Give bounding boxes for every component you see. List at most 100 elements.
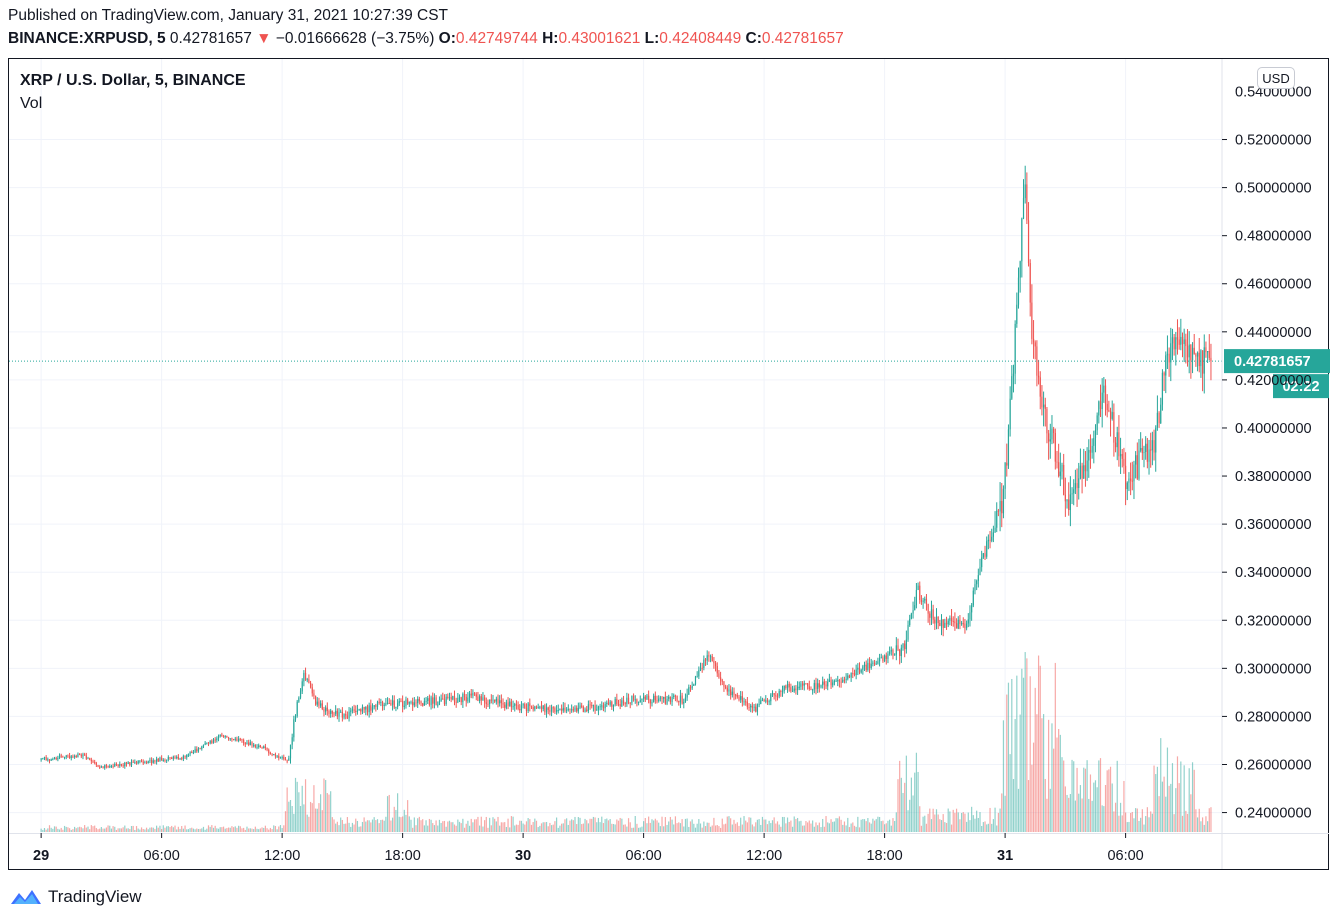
candle-body: [398, 701, 400, 704]
candle-body: [455, 701, 457, 703]
volume-bar: [1130, 812, 1132, 832]
candle-body: [132, 761, 134, 763]
candle-body: [783, 685, 785, 691]
candle-body: [944, 622, 946, 628]
candle-body: [345, 714, 347, 716]
volume-bar: [619, 817, 621, 832]
candle-body: [632, 695, 635, 700]
candle-body: [664, 696, 666, 704]
volume-bar: [857, 816, 859, 832]
volume-bar: [981, 825, 983, 832]
volume-bar: [132, 825, 134, 832]
volume-bar: [534, 818, 536, 832]
volume-bar: [1210, 807, 1212, 832]
candle-body: [442, 698, 444, 700]
volume-bar: [1051, 723, 1053, 832]
volume-bar: [386, 796, 389, 832]
volume-bar: [984, 821, 986, 832]
candle-body: [1083, 465, 1085, 479]
volume-bar: [410, 819, 412, 832]
candle-body: [858, 667, 861, 673]
candle-body: [582, 707, 584, 712]
candle-body: [1106, 403, 1108, 411]
candle-body: [616, 698, 618, 705]
candle-body: [649, 699, 651, 704]
symbol-name: BINANCE:XRPUSD, 5: [8, 30, 166, 47]
candle-body: [885, 655, 887, 659]
candle-body: [109, 766, 111, 768]
candle-body: [949, 617, 951, 621]
candle-body: [77, 753, 79, 758]
volume-bar: [102, 828, 104, 832]
close-label: C:: [745, 30, 762, 47]
volume-bar: [152, 827, 154, 832]
volume-bar: [340, 817, 342, 832]
candle-body: [201, 746, 203, 749]
volume-bar: [1017, 788, 1020, 832]
candle-body: [1188, 344, 1190, 358]
volume-bar: [795, 818, 797, 832]
candle-body: [758, 703, 760, 705]
candle-body: [1093, 437, 1095, 446]
candle-body: [142, 761, 144, 764]
candle-body: [818, 683, 820, 688]
candle-body: [1089, 449, 1092, 453]
candle-body: [258, 745, 260, 747]
candle-body: [678, 700, 680, 703]
candle-body: [1180, 336, 1182, 345]
candle-body: [765, 700, 767, 702]
candle-body: [104, 765, 106, 769]
candle-body: [723, 681, 725, 687]
volume-bar: [373, 817, 375, 832]
candle-body: [271, 754, 273, 756]
candle-body: [576, 707, 578, 712]
last-price-tag-label: 0.42781657: [1234, 354, 1311, 370]
volume-bar: [925, 823, 928, 832]
volume-bar: [1151, 813, 1153, 832]
volume-bar: [281, 828, 283, 832]
candle-body: [323, 708, 325, 712]
candle-body: [555, 710, 558, 712]
candle-body: [487, 703, 489, 705]
volume-bar: [70, 829, 72, 832]
candle-body: [75, 755, 77, 758]
candle-body: [915, 590, 918, 606]
volume-bar: [796, 817, 799, 832]
candle-body: [1006, 462, 1008, 466]
volume-bar: [120, 828, 123, 832]
volume-bar: [1121, 815, 1123, 832]
candle-body: [634, 699, 636, 701]
candle-body: [596, 709, 598, 711]
volume-bar: [134, 829, 136, 832]
volume-bar: [1001, 793, 1003, 832]
candle-body: [169, 757, 171, 759]
chart-frame: [8, 58, 1329, 870]
candle-body: [939, 622, 941, 626]
candle-body: [877, 661, 879, 664]
volume-bar: [475, 819, 477, 832]
volume-bar: [678, 822, 680, 832]
candle-body: [736, 695, 738, 697]
volume-bar: [942, 814, 944, 832]
currency-button[interactable]: USD: [1257, 67, 1295, 89]
volume-bar: [949, 811, 951, 832]
candle-body: [70, 756, 72, 758]
candle-body: [222, 736, 225, 738]
candle-body: [693, 684, 695, 686]
candle-body: [1036, 346, 1038, 376]
candle-body: [393, 700, 395, 708]
volume-bar: [1178, 783, 1180, 832]
candle-body: [154, 760, 156, 762]
volume-bar: [1041, 718, 1043, 832]
candle-body: [539, 706, 541, 708]
candle-body: [480, 696, 482, 701]
candle-body: [363, 706, 365, 710]
volume-bar: [368, 820, 370, 832]
volume-bar: [755, 822, 757, 832]
price-tick-label: 0.54000000: [1235, 84, 1312, 100]
volume-bar: [1088, 798, 1090, 832]
volume-bar: [50, 827, 52, 832]
candle-body: [495, 698, 497, 702]
volume-bar: [868, 822, 871, 832]
